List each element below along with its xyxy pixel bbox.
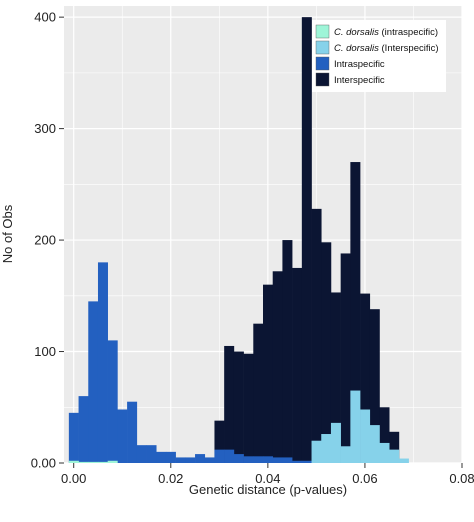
x-tick-label: 0.04 xyxy=(255,471,280,486)
bar-c-dorsalis-intraspecific-1 xyxy=(78,461,89,463)
y-tick-label: 100 xyxy=(34,344,56,359)
bar-interspecific-28 xyxy=(340,253,351,463)
bar-interspecific-18 xyxy=(243,353,254,463)
x-tick-label: 0.08 xyxy=(449,471,474,486)
bar-interspecific-23 xyxy=(292,267,303,463)
bar-interspecific-17 xyxy=(233,351,244,463)
bar-c-dorsalis-interspecific-34 xyxy=(398,458,409,463)
bar-c-dorsalis-interspecific-25 xyxy=(311,440,322,463)
bar-interspecific-19 xyxy=(253,323,264,463)
x-axis-ticks: 0.00 0.02 0.04 0.06 0.08 xyxy=(61,463,474,486)
x-axis-label: Genetic distance (p-values) xyxy=(189,482,347,497)
y-tick-label: 0.00 xyxy=(31,456,56,471)
bar-c-dorsalis-intraspecific-2 xyxy=(88,461,99,463)
bar-interspecific-24 xyxy=(301,17,312,464)
bar-interspecific-22 xyxy=(282,240,293,463)
bar-intraspecific-6 xyxy=(127,401,138,463)
legend-swatch xyxy=(315,72,330,87)
bar-intraspecific-20 xyxy=(263,456,274,463)
bar-c-dorsalis-interspecific-27 xyxy=(330,422,341,463)
y-axis-label: No of Obs xyxy=(0,204,15,263)
legend-swatch xyxy=(315,24,330,39)
bar-intraspecific-3 xyxy=(97,262,108,463)
bar-interspecific-29 xyxy=(350,162,361,464)
bar-intraspecific-0 xyxy=(68,412,79,463)
bar-intraspecific-23 xyxy=(292,460,303,463)
y-tick-label: 200 xyxy=(34,233,56,248)
bar-intraspecific-10 xyxy=(165,451,176,463)
bar-c-dorsalis-interspecific-29 xyxy=(350,390,361,463)
bar-c-dorsalis-interspecific-26 xyxy=(321,434,332,463)
bar-intraspecific-1 xyxy=(78,396,89,463)
bar-interspecific-27 xyxy=(330,292,341,463)
bar-intraspecific-19 xyxy=(253,456,264,463)
bar-intraspecific-12 xyxy=(185,457,196,463)
bar-c-dorsalis-interspecific-31 xyxy=(369,425,380,463)
bar-c-dorsalis-interspecific-33 xyxy=(389,449,400,463)
legend-label: C. dorsalis (Interspecific) xyxy=(334,43,439,54)
bar-intraspecific-14 xyxy=(204,457,215,463)
bar-c-dorsalis-interspecific-32 xyxy=(379,442,390,463)
bar-interspecific-15 xyxy=(214,420,225,463)
bar-intraspecific-22 xyxy=(282,457,293,463)
bar-intraspecific-15 xyxy=(214,449,225,463)
bar-c-dorsalis-interspecific-30 xyxy=(360,409,371,463)
bar-interspecific-30 xyxy=(360,293,371,463)
bar-intraspecific-16 xyxy=(224,449,235,463)
bar-interspecific-16 xyxy=(224,345,235,463)
bar-interspecific-31 xyxy=(369,309,380,463)
histogram-bars xyxy=(68,17,409,464)
y-tick-label: 300 xyxy=(34,121,56,136)
bar-intraspecific-18 xyxy=(243,456,254,463)
legend-box xyxy=(312,20,446,92)
bar-c-dorsalis-intraspecific-3 xyxy=(97,461,108,463)
bar-intraspecific-8 xyxy=(146,445,157,463)
bar-intraspecific-11 xyxy=(175,457,186,463)
bar-interspecific-32 xyxy=(379,407,390,463)
bar-intraspecific-13 xyxy=(195,454,206,463)
y-tick-label: 400 xyxy=(34,10,56,25)
legend: C. dorsalis (intraspecific) C. dorsalis (… xyxy=(312,20,446,92)
bar-intraspecific-4 xyxy=(107,340,118,463)
bar-c-dorsalis-intraspecific-0 xyxy=(68,460,79,463)
bar-interspecific-21 xyxy=(272,271,283,463)
bar-intraspecific-17 xyxy=(233,454,244,463)
bar-intraspecific-5 xyxy=(117,409,128,463)
bar-intraspecific-24 xyxy=(301,460,312,463)
legend-swatch xyxy=(315,56,330,71)
bar-c-dorsalis-intraspecific-4 xyxy=(107,460,118,463)
bar-interspecific-25 xyxy=(311,208,322,463)
x-tick-label: 0.00 xyxy=(61,471,86,486)
bar-intraspecific-7 xyxy=(136,445,147,463)
legend-label: Intraspecific xyxy=(334,59,385,70)
x-tick-label: 0.06 xyxy=(352,471,377,486)
legend-label: C. dorsalis (intraspecific) xyxy=(334,27,438,38)
bar-c-dorsalis-interspecific-28 xyxy=(340,446,351,463)
bar-interspecific-26 xyxy=(321,242,332,463)
bar-intraspecific-2 xyxy=(88,301,99,463)
legend-swatch xyxy=(315,40,330,55)
x-tick-label: 0.02 xyxy=(158,471,183,486)
legend-label: Interspecific xyxy=(334,75,385,86)
bar-interspecific-20 xyxy=(263,284,274,463)
bar-intraspecific-9 xyxy=(156,451,167,463)
bar-interspecific-33 xyxy=(389,431,400,463)
y-axis-ticks: 0.00 100 200 300 400 xyxy=(31,10,64,471)
bar-intraspecific-21 xyxy=(272,457,283,463)
